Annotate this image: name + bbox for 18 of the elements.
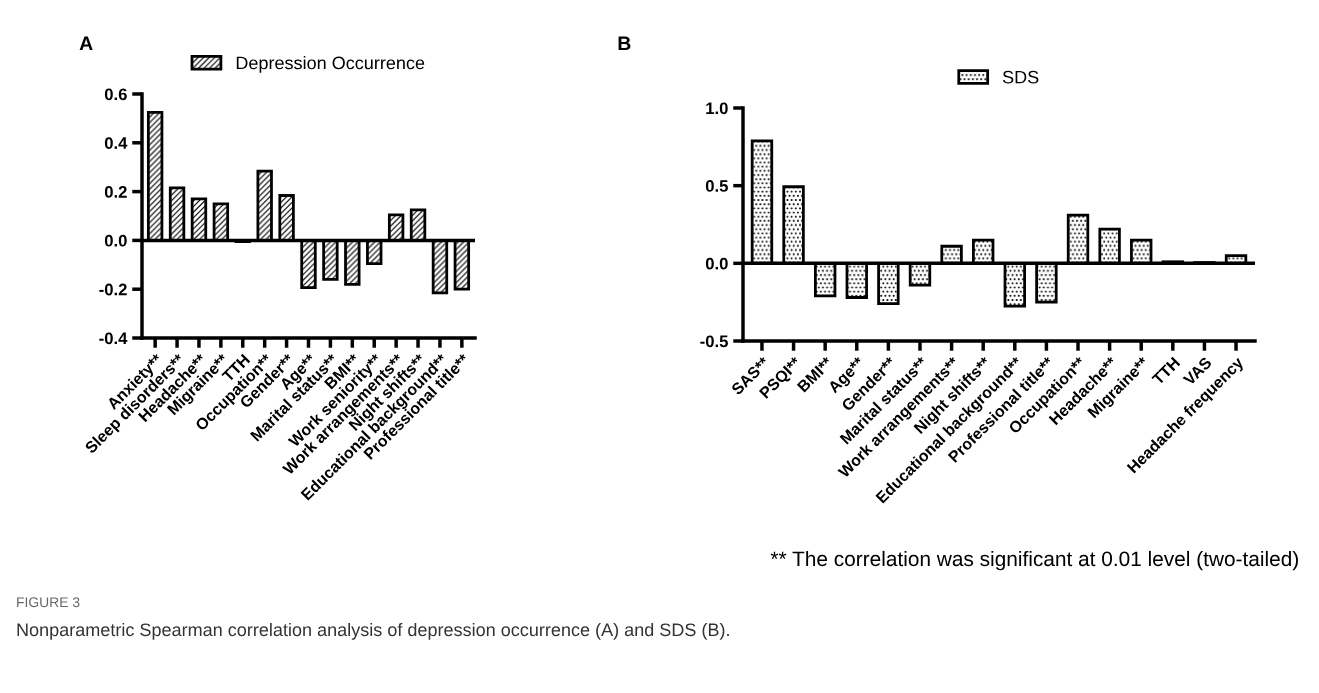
y-tick-label: 0.6 (104, 88, 127, 101)
legend-label: Depression Occurrence (236, 56, 425, 73)
y-tick-label: -0.4 (99, 332, 128, 345)
y-tick-label: -0.2 (99, 283, 127, 296)
x-tick-label: TTH (1151, 356, 1181, 386)
text: Nonparametric Spearman correlation analysis of depression occurrence (A) and SDS (B). (17, 622, 729, 640)
chart-title: A (79, 36, 93, 50)
caption: FIGURE 3 (17, 597, 80, 608)
legend-label: SDS (1002, 70, 1039, 84)
y-tick-label: 0.0 (705, 257, 728, 270)
chart-title: B (618, 36, 631, 50)
y-tick-label: 0.4 (104, 137, 128, 149)
y-tick-label: 1.0 (706, 102, 728, 115)
text: ** The correlation was significant at 0.01 level (two-tailed) (770, 550, 1298, 571)
y-tick-label: 0.0 (104, 234, 127, 247)
y-tick-label: 0.2 (104, 186, 127, 198)
y-tick-label: 0.5 (705, 180, 728, 192)
y-tick-label: -0.5 (700, 335, 728, 348)
